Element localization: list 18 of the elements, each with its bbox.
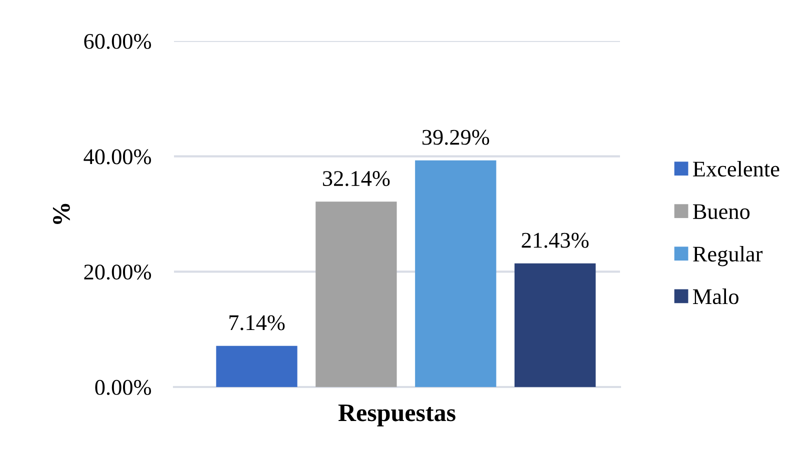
bar xyxy=(216,346,298,387)
data-label: 39.29% xyxy=(422,130,490,145)
data-label: 7.14% xyxy=(230,315,285,330)
legend-label: Malo xyxy=(693,288,738,304)
y-tick-label: 60.00% xyxy=(84,34,152,50)
legend-label: Regular xyxy=(693,246,763,266)
data-label: 21.43% xyxy=(522,232,589,248)
bar xyxy=(514,263,596,387)
x-axis-title: Respuestas xyxy=(338,404,456,426)
y-tick-label: 0.00% xyxy=(95,380,152,396)
data-label: 32.14% xyxy=(323,171,390,186)
legend-label: Bueno xyxy=(693,204,750,220)
legend-label: Excelente xyxy=(693,160,780,177)
y-axis-title: % xyxy=(52,204,70,224)
bar xyxy=(415,160,496,387)
y-tick-label: 40.00% xyxy=(84,149,152,164)
y-tick-label: 20.00% xyxy=(84,264,152,280)
bar xyxy=(316,202,397,387)
